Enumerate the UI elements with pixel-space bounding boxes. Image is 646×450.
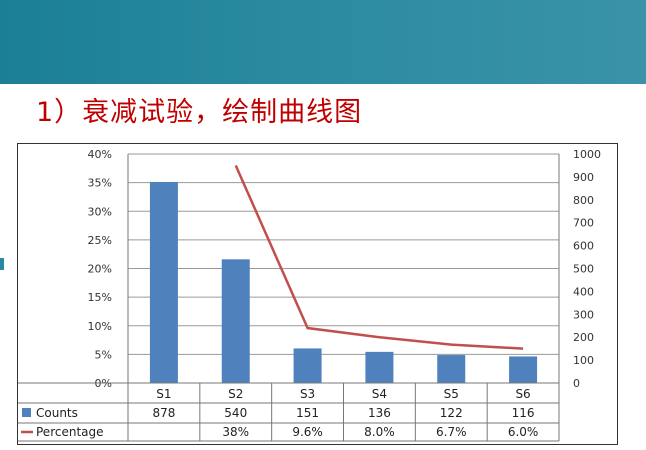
- y-right-tick-label: 800: [573, 194, 594, 207]
- percentage-line: [234, 164, 524, 350]
- percentage-value: 38%: [222, 425, 249, 439]
- y-left-tick-label: 35%: [88, 177, 112, 190]
- category-label: S1: [156, 387, 171, 401]
- y-right-tick-label: 200: [573, 331, 594, 344]
- legend-label-counts: Counts: [36, 406, 78, 420]
- y-left-tick-label: 25%: [88, 234, 112, 247]
- y-right-tick-label: 600: [573, 240, 594, 253]
- chart-canvas: 40%35%30%25%20%15%10%5%0%100090080070060…: [18, 148, 601, 442]
- y-left-tick-label: 5%: [95, 348, 112, 361]
- y-left-tick-label: 40%: [88, 148, 112, 161]
- category-label: S2: [228, 387, 243, 401]
- percentage-value: 6.7%: [436, 425, 467, 439]
- bar-s6: [509, 356, 538, 383]
- y-right-tick-label: 1000: [573, 148, 601, 161]
- counts-value: 122: [440, 406, 463, 420]
- bar-s4: [365, 351, 394, 383]
- y-right-tick-label: 300: [573, 308, 594, 321]
- y-left-tick-label: 15%: [88, 291, 112, 304]
- counts-value: 540: [224, 406, 247, 420]
- header-banner: [0, 0, 646, 84]
- bar-s2: [221, 259, 250, 383]
- y-right-tick-label: 400: [573, 285, 594, 298]
- counts-value: 136: [368, 406, 391, 420]
- counts-value: 151: [296, 406, 319, 420]
- category-label: S6: [515, 387, 530, 401]
- percentage-value: 6.0%: [508, 425, 539, 439]
- y-right-tick-label: 0: [573, 377, 580, 390]
- bar-s5: [437, 355, 466, 383]
- y-right-tick-label: 700: [573, 217, 594, 230]
- y-right-tick-label: 500: [573, 263, 594, 276]
- legend-key-counts: [22, 408, 31, 417]
- y-left-tick-label: 30%: [88, 205, 112, 218]
- percentage-value: 8.0%: [364, 425, 395, 439]
- y-right-tick-label: 100: [573, 354, 594, 367]
- side-marker: [0, 258, 4, 270]
- bar-s3: [293, 348, 322, 383]
- category-label: S3: [300, 387, 315, 401]
- y-right-tick-label: 900: [573, 171, 594, 184]
- slide-title: 1）衰减试验，绘制曲线图: [36, 97, 363, 128]
- counts-value: 116: [512, 406, 535, 420]
- legend-label-percentage: Percentage: [36, 425, 104, 439]
- category-label: S5: [444, 387, 459, 401]
- y-left-tick-label: 20%: [88, 263, 112, 276]
- category-label: S4: [372, 387, 387, 401]
- combo-chart: 40% 35% 30% 25% 20% 15% 10% 5% 0% 1000 900 800 700 60…: [17, 143, 618, 445]
- bar-s1: [149, 181, 178, 383]
- percentage-value: 9.6%: [292, 425, 323, 439]
- y-left-tick-label: 10%: [88, 320, 112, 333]
- counts-value: 878: [152, 406, 175, 420]
